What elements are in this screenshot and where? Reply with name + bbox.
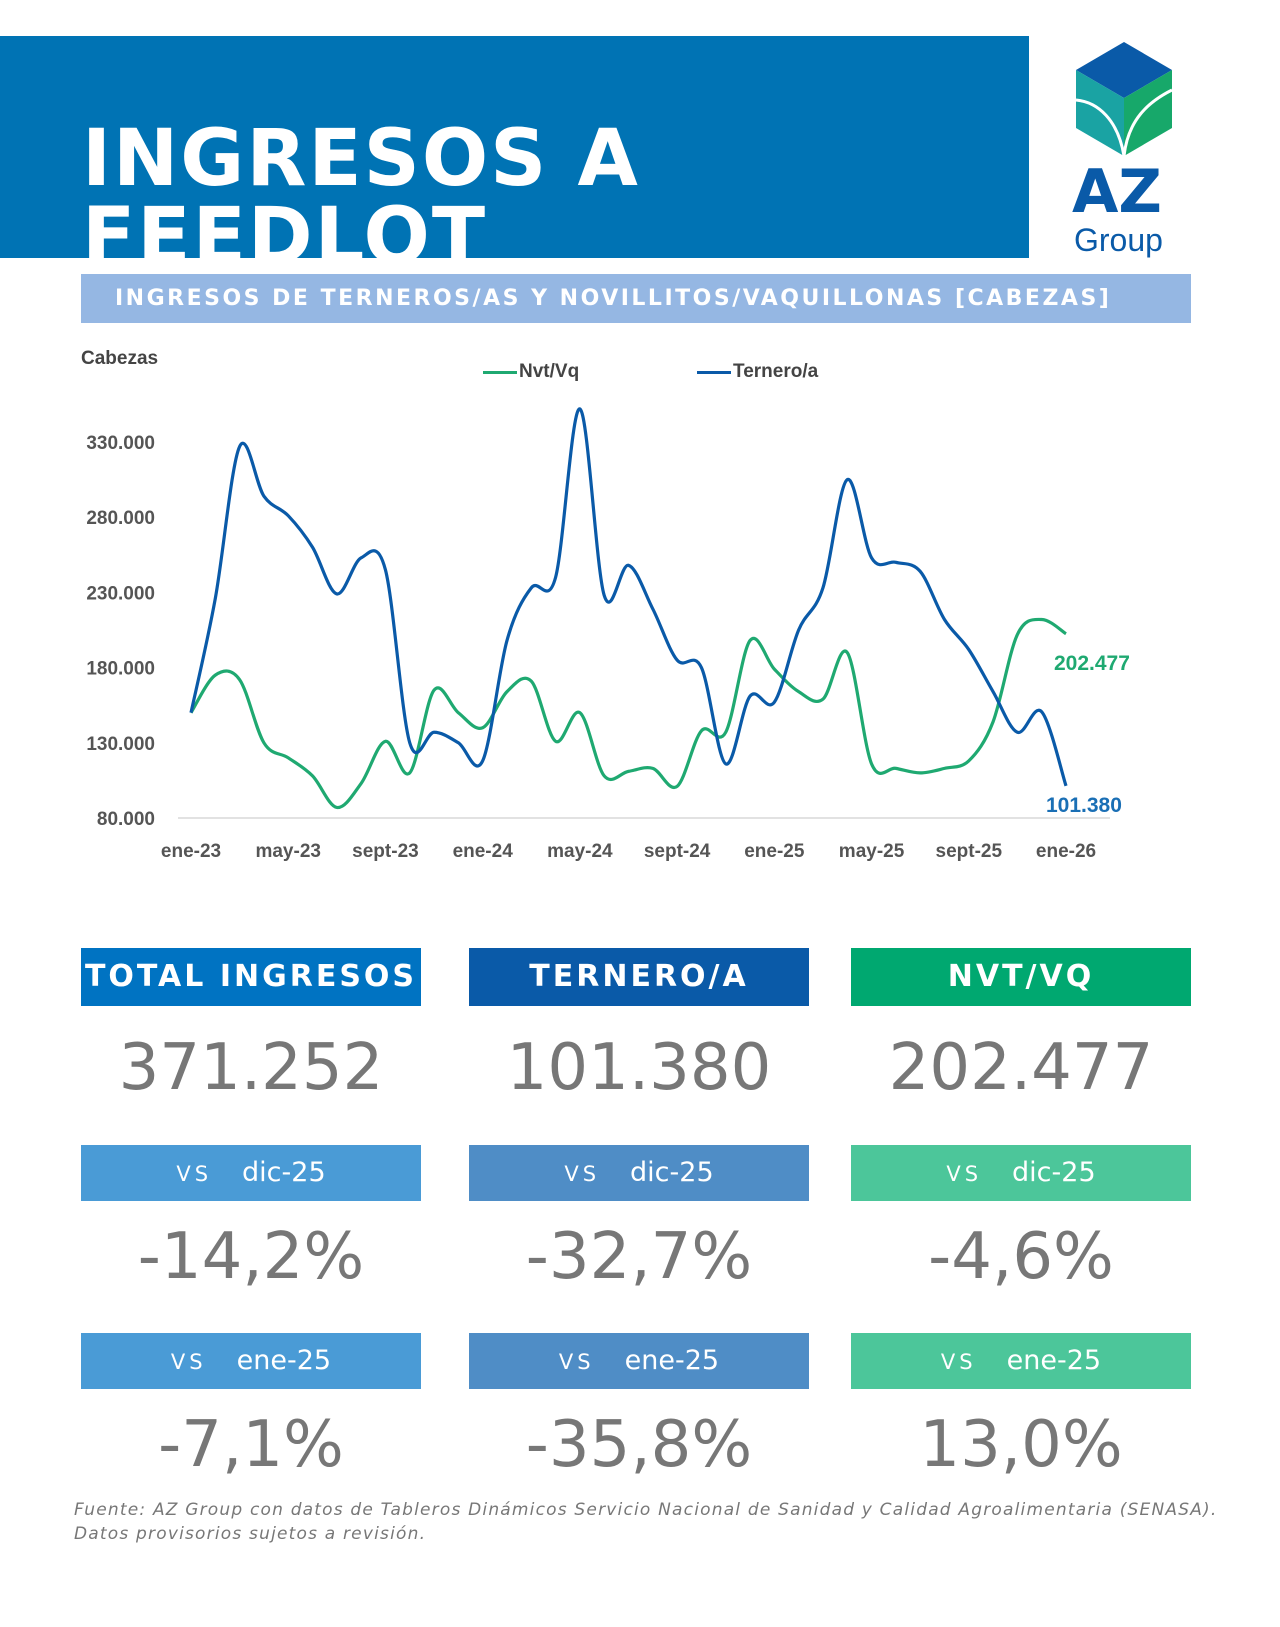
x-tick-label: may-24 xyxy=(547,841,613,862)
kpi-value-nvt: 202.477 xyxy=(888,1031,1154,1105)
kpi-value-ternero: 101.380 xyxy=(506,1031,772,1105)
vs-label: VS xyxy=(564,1162,601,1186)
x-tick-label: ene-26 xyxy=(1036,841,1096,862)
legend-swatch xyxy=(483,370,517,374)
data-label-last-ternero: 101.380 xyxy=(1046,794,1122,817)
title-banner: INGRESOS A FEEDLOT xyxy=(0,36,1029,276)
x-tick-label: may-25 xyxy=(839,841,905,862)
x-tick-label: sept-25 xyxy=(936,841,1003,862)
kpi-value-total: 371.252 xyxy=(118,1031,384,1105)
x-tick-label: sept-24 xyxy=(644,841,711,862)
logo-text: AZ xyxy=(1072,157,1162,227)
legend-label: Nvt/Vq xyxy=(519,361,580,382)
source-note: Fuente: AZ Group con datos de Tableros D… xyxy=(74,1498,1217,1546)
kpi-vs2-pct-total: -7,1% xyxy=(158,1408,344,1482)
page-title: INGRESOS A FEEDLOT xyxy=(82,114,640,282)
kpi-vs1-pct-ternero: -32,7% xyxy=(525,1220,753,1294)
x-tick-label: sept-23 xyxy=(352,841,419,862)
vs-label: VS xyxy=(946,1162,983,1186)
kpi-vs2-badge-ternero: VS ene-25 xyxy=(469,1333,809,1389)
kpi-vs1-pct-total: -14,2% xyxy=(137,1220,365,1294)
y-tick-label: 230.000 xyxy=(86,583,155,604)
x-tick-label: ene-23 xyxy=(161,841,221,862)
kpi-header-ternero: TERNERO/A xyxy=(469,948,809,1006)
logo-icon xyxy=(1075,42,1173,157)
y-axis-label: Cabezas xyxy=(81,348,159,369)
y-tick-label: 280.000 xyxy=(86,508,155,529)
source-line-1: Fuente: AZ Group con datos de Tableros D… xyxy=(74,1500,1218,1520)
vs-period: dic-25 xyxy=(630,1157,714,1188)
logo-subtext: Group xyxy=(1074,222,1163,258)
x-tick-label: ene-25 xyxy=(744,841,805,862)
vs-period: ene-25 xyxy=(236,1345,332,1376)
kpi-header-total: TOTAL INGRESOS xyxy=(81,948,421,1006)
kpi-vs1-badge-nvt: VS dic-25 xyxy=(851,1145,1191,1201)
kpi-vs2-badge-nvt: VS ene-25 xyxy=(851,1333,1191,1389)
vs-period: dic-25 xyxy=(1012,1157,1096,1188)
series-line-ternero xyxy=(189,407,1068,787)
y-tick-label: 330.000 xyxy=(86,433,155,454)
chart-subtitle: INGRESOS DE TERNEROS/AS Y NOVILLITOS/VAQ… xyxy=(81,274,1191,323)
kpi-vs1-badge-total: VS dic-25 xyxy=(81,1145,421,1201)
vs-period: ene-25 xyxy=(1006,1345,1102,1376)
x-tick-label: ene-24 xyxy=(453,841,514,862)
series-line-nvt xyxy=(189,617,1067,810)
legend-label: Ternero/a xyxy=(733,361,819,382)
vs-label: VS xyxy=(176,1162,213,1186)
data-label-last-nvt: 202.477 xyxy=(1054,652,1130,675)
legend-item-nvt: Nvt/Vq xyxy=(483,361,579,383)
kpi-header-nvt: NVT/VQ xyxy=(851,948,1191,1006)
y-tick-label: 80.000 xyxy=(97,809,155,830)
vs-label: VS xyxy=(170,1350,207,1374)
line-chart: 80.000 130.000 180.000 230.000 280.000 330.00… xyxy=(86,407,1130,862)
source-line-2: Datos provisorios sujetos a revisión. xyxy=(74,1524,427,1544)
kpi-vs2-badge-total: VS ene-25 xyxy=(81,1333,421,1389)
legend-item-ternero: Ternero/a xyxy=(697,361,818,383)
kpi-vs2-pct-nvt: 13,0% xyxy=(919,1408,1123,1482)
y-tick-label: 130.000 xyxy=(86,734,155,755)
kpi-vs1-pct-nvt: -4,6% xyxy=(928,1220,1114,1294)
vs-period: ene-25 xyxy=(624,1345,720,1376)
kpi-vs2-pct-ternero: -35,8% xyxy=(525,1408,753,1482)
legend-swatch xyxy=(697,370,731,374)
vs-label: VS xyxy=(940,1350,977,1374)
vs-label: VS xyxy=(558,1350,595,1374)
kpi-vs1-badge-ternero: VS dic-25 xyxy=(469,1145,809,1201)
az-group-logo: AZ Group xyxy=(1068,40,1180,262)
x-tick-label: may-23 xyxy=(255,841,321,862)
vs-period: dic-25 xyxy=(242,1157,326,1188)
y-tick-label: 180.000 xyxy=(86,659,155,680)
